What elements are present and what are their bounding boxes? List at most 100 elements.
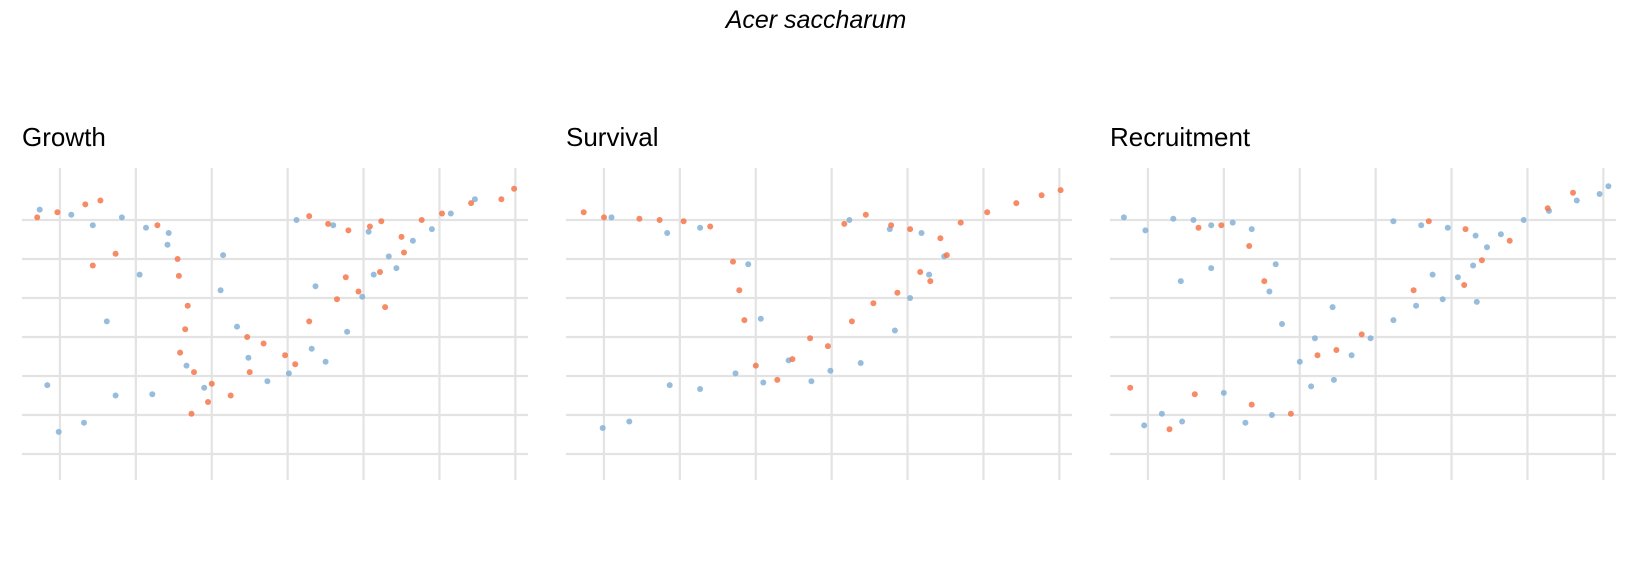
growth-point-series-1	[306, 318, 313, 325]
growth-point-series-1	[378, 218, 385, 225]
survival-point-series-1	[636, 215, 643, 222]
survival-point-series-0	[918, 230, 925, 236]
recruitment-point-series-1	[1261, 278, 1268, 285]
recruitment-point-series-0	[1248, 226, 1255, 233]
growth-point-series-1	[377, 269, 383, 275]
recruitment-point-series-0	[1439, 296, 1446, 303]
growth-point-series-1	[182, 326, 189, 333]
recruitment-point-series-0	[1120, 214, 1127, 221]
growth-point-series-1	[418, 217, 425, 223]
survival-point-series-1	[848, 318, 855, 325]
recruitment-point-series-0	[1390, 218, 1397, 225]
growth-point-series-1	[306, 213, 313, 220]
survival-point-series-0	[827, 367, 834, 374]
survival-point-series-1	[741, 317, 748, 324]
growth-point-series-1	[89, 262, 96, 269]
recruitment-point-series-0	[1330, 376, 1337, 383]
survival-point-series-1	[937, 235, 944, 242]
recruitment-point-series-1	[1314, 352, 1321, 359]
survival-point-series-1	[917, 269, 924, 275]
growth-point-series-1	[366, 223, 373, 230]
growth-point-series-0	[385, 253, 392, 260]
survival-point-series-1	[730, 258, 736, 265]
growth-point-series-1	[355, 288, 362, 295]
survival-point-series-0	[846, 217, 853, 223]
growth-point-series-0	[68, 211, 75, 218]
growth-point-series-0	[312, 283, 319, 290]
growth-point-series-0	[89, 222, 96, 229]
recruitment-point-series-0	[1190, 217, 1197, 223]
growth-point-series-1	[177, 349, 184, 356]
survival-gridlines	[566, 168, 1072, 480]
growth-point-series-0	[234, 323, 240, 330]
growth-point-series-1	[208, 380, 215, 387]
recruitment-point-series-0	[1266, 288, 1273, 295]
growth-point-series-0	[264, 378, 271, 385]
recruitment-point-series-1	[1218, 222, 1225, 229]
recruitment-point-series-1	[1425, 218, 1432, 225]
survival-point-series-0	[664, 230, 671, 236]
recruitment-point-series-0	[1497, 231, 1504, 238]
recruitment-point-series-1	[1506, 237, 1513, 244]
growth-point-series-0	[365, 228, 372, 235]
recruitment-point-series-0	[1454, 274, 1461, 281]
recruitment-point-series-0	[1444, 224, 1451, 231]
survival-point-series-1	[1038, 192, 1045, 199]
recruitment-point-series-1	[1461, 282, 1468, 288]
recruitment-point-series-0	[1272, 261, 1279, 268]
growth-point-series-0	[359, 293, 366, 300]
survival-point-series-1	[752, 362, 759, 369]
growth-point-series-1	[334, 296, 340, 303]
recruitment-point-series-0	[1220, 389, 1227, 396]
survival-point-series-0	[732, 370, 739, 377]
survival-point-series-1	[1013, 200, 1020, 207]
growth-point-series-1	[205, 399, 211, 405]
growth-point-series-0	[428, 226, 435, 233]
survival-point-series-1	[807, 335, 814, 342]
recruitment-point-series-0	[1311, 335, 1318, 342]
survival-point-series-1	[789, 356, 796, 363]
recruitment-panel-title: Recruitment	[1110, 122, 1251, 152]
survival-point-series-1	[680, 218, 687, 225]
growth-point-series-0	[36, 206, 43, 213]
survival-point-series-1	[957, 219, 964, 226]
survival-point-series-0	[599, 425, 606, 431]
growth-point-series-1	[498, 196, 505, 203]
survival-point-series-1	[870, 300, 877, 307]
survival-point-series-1	[907, 226, 914, 233]
recruitment-gridlines	[1110, 168, 1616, 480]
growth-point-series-0	[308, 345, 315, 352]
recruitment-point-series-1	[1195, 224, 1202, 231]
growth-point-series-1	[34, 214, 41, 221]
recruitment-point-series-1	[1246, 243, 1253, 249]
survival-point-series-1	[707, 223, 714, 230]
growth-point-series-1	[398, 233, 405, 240]
survival-point-series-1	[894, 289, 901, 296]
survival-panel-title: Survival	[566, 122, 658, 152]
survival-point-series-0	[745, 261, 752, 268]
growth-point-series-1	[244, 334, 251, 340]
growth-point-series-0	[136, 271, 143, 278]
growth-point-series-1	[154, 222, 161, 229]
recruitment-point-series-1	[1410, 287, 1417, 294]
survival-point-series-0	[666, 382, 673, 389]
survival-point-series-0	[757, 315, 764, 322]
growth-point-series-0	[103, 318, 110, 325]
growth-point-series-0	[183, 362, 190, 369]
recruitment-point-series-1	[1166, 426, 1173, 433]
growth-point-series-0	[245, 354, 252, 361]
growth-point-series-0	[201, 384, 208, 391]
recruitment-point-series-0	[1208, 222, 1215, 229]
growth-point-series-1	[184, 302, 191, 309]
recruitment-point-series-0	[1268, 412, 1275, 418]
recruitment-point-series-0	[1141, 422, 1148, 429]
recruitment-point-series-0	[1418, 222, 1425, 229]
growth-points	[34, 185, 518, 435]
growth-point-series-1	[191, 369, 197, 376]
survival-point-series-0	[697, 386, 704, 392]
survival-point-series-1	[862, 211, 869, 218]
recruitment-point-series-0	[1177, 278, 1184, 285]
recruitment-point-series-1	[1358, 331, 1365, 338]
growth-point-series-1	[54, 209, 61, 216]
